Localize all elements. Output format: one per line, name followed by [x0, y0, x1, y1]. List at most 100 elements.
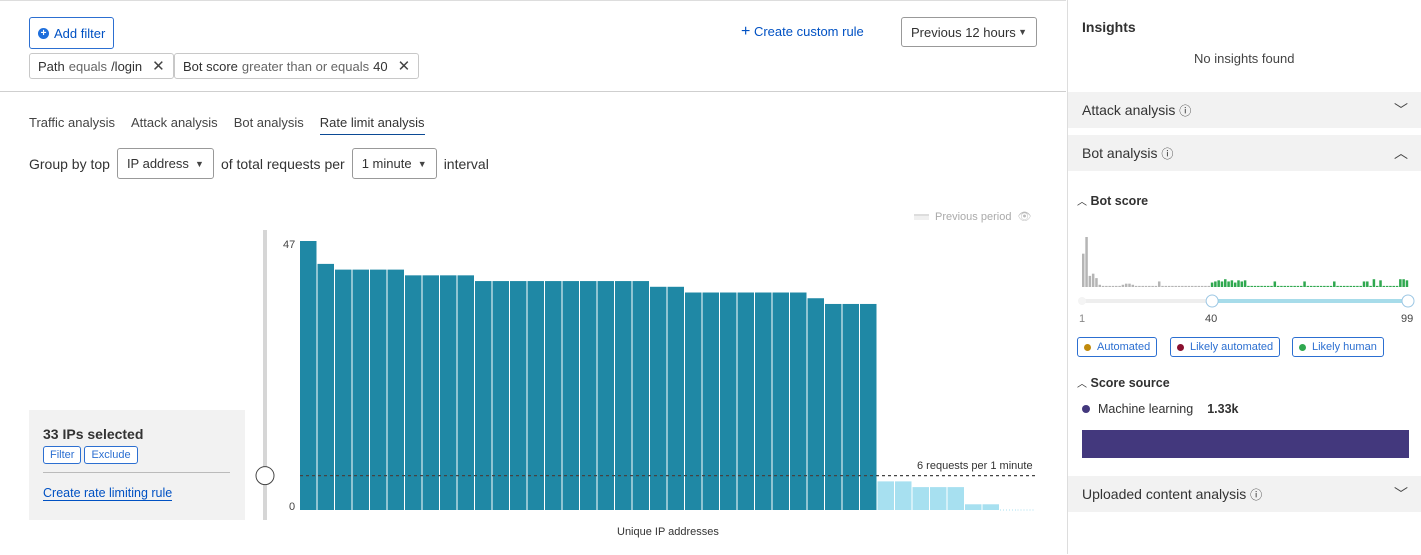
tab-rate-limit-analysis[interactable]: Rate limit analysis: [319, 115, 425, 135]
bar[interactable]: [597, 281, 615, 510]
bar[interactable]: [632, 281, 650, 510]
score-source-header[interactable]: ︿ Score source: [1077, 375, 1170, 390]
bar[interactable]: [947, 487, 965, 510]
time-range-value: Previous 12 hours: [911, 24, 1016, 40]
slider-min-marker: [1078, 297, 1086, 305]
histogram-bar: [1296, 285, 1300, 287]
bar[interactable]: [335, 269, 352, 510]
bar[interactable]: [667, 286, 685, 510]
attack-analysis-section[interactable]: Attack analysis ⓘ ﹀: [1068, 92, 1421, 128]
interval-select[interactable]: 1 minute ▼: [351, 148, 437, 179]
histogram-bar: [1144, 285, 1148, 287]
filter-button[interactable]: Filter: [43, 446, 82, 464]
bar[interactable]: [737, 292, 755, 510]
bar[interactable]: [440, 275, 457, 510]
histogram-bar: [1224, 279, 1227, 287]
bar[interactable]: [615, 281, 632, 510]
bar[interactable]: [860, 303, 877, 510]
bar[interactable]: [825, 303, 842, 510]
histogram-bar: [1356, 285, 1359, 287]
histogram-bar: [1253, 285, 1257, 287]
bar[interactable]: [842, 303, 860, 510]
bar[interactable]: [317, 263, 335, 510]
bar[interactable]: [965, 504, 982, 510]
histogram-bar: [1276, 285, 1280, 287]
bar[interactable]: [685, 292, 702, 510]
legend-automated[interactable]: Automated: [1077, 337, 1158, 357]
bar[interactable]: [580, 281, 597, 510]
bar[interactable]: [405, 275, 422, 510]
legend-likely-human[interactable]: Likely human: [1292, 337, 1384, 357]
create-custom-rule-link[interactable]: + Create custom rule: [741, 23, 864, 41]
slider-handle-high[interactable]: [1401, 294, 1415, 308]
exclude-button[interactable]: Exclude: [84, 446, 138, 464]
chevron-up-icon: ︿: [1077, 197, 1087, 208]
bar[interactable]: [562, 281, 580, 510]
bar[interactable]: [370, 269, 387, 510]
legend-likely-automated[interactable]: Likely automated: [1170, 337, 1281, 357]
histogram-bar: [1151, 285, 1154, 287]
slider-handle-low[interactable]: [1205, 294, 1219, 308]
close-icon[interactable]: ✕: [152, 58, 165, 75]
bar[interactable]: [510, 281, 527, 510]
bar[interactable]: [545, 281, 562, 510]
bot-score-header[interactable]: ︿ Bot score: [1077, 193, 1148, 208]
bar[interactable]: [352, 269, 370, 510]
chip-field: Path: [38, 58, 65, 74]
bar[interactable]: [702, 292, 720, 510]
chip-value: 40: [373, 58, 388, 74]
bot-score-histogram: [1078, 237, 1415, 308]
threshold-handle[interactable]: [255, 466, 275, 486]
group-by-row: Group by top IP address ▼ of total reques…: [29, 148, 489, 179]
bar[interactable]: [475, 281, 492, 510]
tab-traffic-analysis[interactable]: Traffic analysis: [29, 115, 115, 130]
tab-bot-analysis[interactable]: Bot analysis: [233, 115, 304, 130]
histogram-bar: [1250, 285, 1253, 287]
score-source-title: Score source: [1090, 376, 1170, 390]
bar[interactable]: [300, 241, 317, 510]
section-label: Attack analysis: [1082, 101, 1176, 118]
bar[interactable]: [457, 275, 475, 510]
histogram-bar: [1392, 285, 1395, 287]
bot-analysis-section[interactable]: Bot analysis ⓘ ︿: [1068, 135, 1421, 171]
uploaded-content-section[interactable]: Uploaded content analysis ⓘ ﹀: [1068, 476, 1421, 512]
bar[interactable]: [982, 504, 1000, 510]
chevron-down-icon: ﹀: [1394, 102, 1408, 118]
bar[interactable]: [755, 292, 772, 510]
bar[interactable]: [877, 481, 895, 510]
histogram-bar: [1141, 285, 1144, 287]
selection-slider-track[interactable]: [263, 230, 267, 520]
bar[interactable]: [895, 481, 912, 510]
filter-chip-bot-score[interactable]: Bot score greater than or equals 40 ✕: [174, 53, 420, 79]
tab-attack-analysis[interactable]: Attack analysis: [130, 115, 218, 130]
histogram-bar: [1128, 283, 1131, 287]
previous-period-toggle[interactable]: Previous period 👁: [914, 210, 1031, 223]
histogram-bar: [1323, 285, 1326, 287]
bar[interactable]: [720, 292, 737, 510]
close-icon[interactable]: ✕: [397, 58, 411, 75]
filter-chip-path[interactable]: Path equals/login ✕: [29, 53, 174, 79]
bar[interactable]: [492, 281, 510, 510]
bar[interactable]: [387, 269, 405, 510]
legend-label: Automated: [1097, 341, 1151, 353]
bar[interactable]: [527, 281, 545, 510]
histogram-bar: [1088, 275, 1092, 287]
add-filter-button[interactable]: + Add filter: [29, 17, 114, 49]
bar[interactable]: [422, 275, 440, 510]
bar[interactable]: [807, 298, 825, 510]
bar[interactable]: [790, 292, 807, 510]
histogram-bar: [1204, 285, 1207, 287]
group-by-field-select[interactable]: IP address ▼: [116, 148, 214, 179]
histogram-bar: [1237, 280, 1240, 287]
histogram-bar: [1273, 281, 1277, 287]
histogram-bar: [1161, 285, 1164, 287]
caret-down-icon: ▼: [1018, 27, 1027, 37]
time-range-select[interactable]: Previous 12 hours ▼: [901, 17, 1037, 47]
bar[interactable]: [772, 292, 790, 510]
bar[interactable]: [930, 487, 947, 510]
histogram-bar: [1290, 285, 1293, 287]
bar[interactable]: [912, 487, 930, 510]
create-rate-limiting-rule-link[interactable]: Create rate limiting rule: [43, 486, 173, 501]
legend-label: Previous period: [935, 210, 1012, 223]
bar[interactable]: [650, 286, 667, 510]
